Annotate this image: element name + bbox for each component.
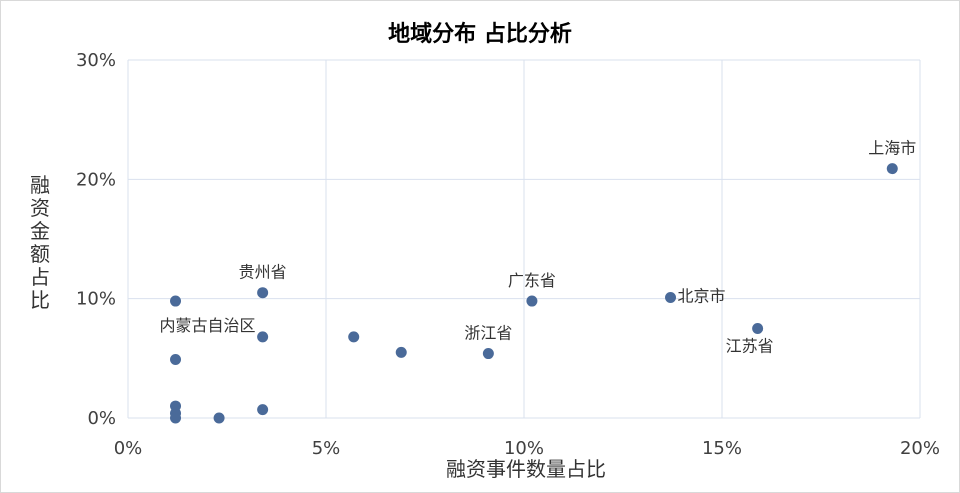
y-tick-label: 10% <box>76 289 116 310</box>
data-points <box>170 163 898 424</box>
y-tick-label: 20% <box>76 169 116 190</box>
x-tick-label: 20% <box>900 438 940 459</box>
grid <box>127 59 921 419</box>
point-label: 上海市 <box>868 139 916 158</box>
axis-ticks: 0% 5% 10% 15% 20% 0% 10% 20% 30% <box>76 50 940 459</box>
y-tick-label: 30% <box>76 50 116 71</box>
x-tick-label: 0% <box>114 438 143 459</box>
x-tick-label: 15% <box>702 438 742 459</box>
data-point <box>348 331 360 343</box>
data-point <box>170 412 182 424</box>
x-axis-title: 融资事件数量占比 <box>446 457 606 481</box>
point-label: 广东省 <box>508 271 556 290</box>
point-label: 内蒙古自治区 <box>160 316 256 335</box>
point-label: 贵州省 <box>239 263 287 282</box>
chart-title: 地域分布 占比分析 <box>388 21 572 47</box>
data-point <box>526 295 538 307</box>
data-point <box>257 331 269 343</box>
data-point <box>665 291 677 303</box>
point-label: 江苏省 <box>726 337 774 356</box>
point-label: 北京市 <box>678 286 726 305</box>
data-point <box>752 323 764 334</box>
data-point <box>213 412 225 424</box>
data-point <box>482 348 494 360</box>
point-label: 浙江省 <box>464 324 512 343</box>
data-point <box>257 287 269 299</box>
data-point <box>886 163 898 175</box>
data-point <box>170 295 182 307</box>
data-point <box>257 404 269 416</box>
x-tick-label: 10% <box>504 438 544 459</box>
y-axis-title: 融资金额占比 <box>30 173 50 312</box>
x-tick-label: 5% <box>312 438 341 459</box>
data-point <box>170 354 182 366</box>
data-point <box>395 346 407 358</box>
y-tick-label: 0% <box>87 408 116 429</box>
